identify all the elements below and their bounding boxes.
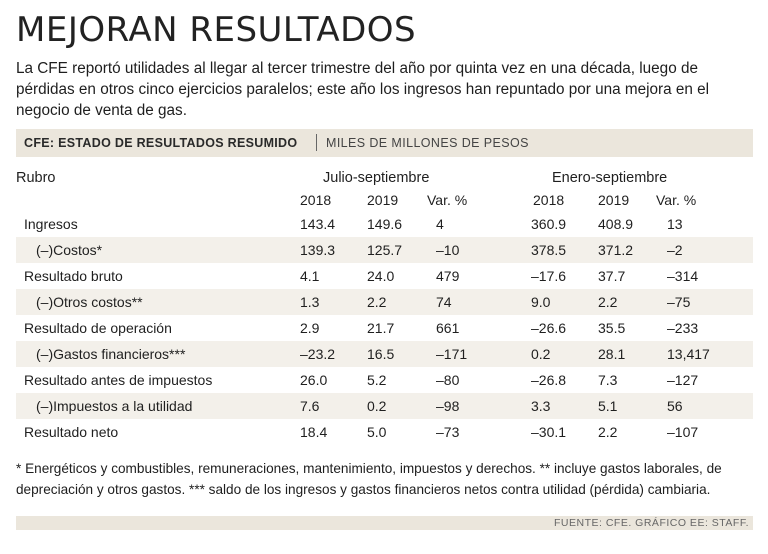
divider — [316, 134, 317, 151]
table-cell: 2.2 — [598, 294, 618, 310]
source-credit: FUENTE: CFE. GRÁFICO EE: STAFF. — [554, 517, 749, 529]
table-cell: –314 — [667, 268, 699, 284]
table-cell: 2.2 — [367, 294, 387, 310]
table-title: CFE: ESTADO DE RESULTADOS RESUMIDO — [24, 136, 298, 150]
table-cell: 35.5 — [598, 320, 626, 336]
row-label: Resultado bruto — [24, 268, 123, 284]
table-cell: 3.3 — [531, 398, 551, 414]
table-row: Resultado neto 18.4 5.0 –73 –30.1 2.2 –107 — [16, 419, 753, 445]
column-header-year: 2019 — [367, 192, 399, 208]
table-cell: –80 — [436, 372, 460, 388]
table-cell: 13,417 — [667, 346, 710, 362]
table-cell: 408.9 — [598, 216, 634, 232]
table-cell: 9.0 — [531, 294, 551, 310]
row-label: (–)Gastos financieros*** — [36, 346, 186, 362]
table-cell: 28.1 — [598, 346, 626, 362]
table-cell: –127 — [667, 372, 699, 388]
column-header-year: 2018 — [300, 192, 332, 208]
table-cell: 2.9 — [300, 320, 320, 336]
table-row: (–)Gastos financieros*** –23.2 16.5 –171 0.2… — [16, 341, 753, 367]
table-cell: 1.3 — [300, 294, 320, 310]
table-cell: –171 — [436, 346, 468, 362]
table-cell: 143.4 — [300, 216, 336, 232]
table-cell: –23.2 — [300, 346, 336, 362]
column-group-julio-septiembre: Julio-septiembre — [323, 170, 430, 186]
table-cell: –17.6 — [531, 268, 567, 284]
source-bar: FUENTE: CFE. GRÁFICO EE: STAFF. — [16, 516, 753, 530]
table-cell: –10 — [436, 242, 460, 258]
row-label: (–)Costos* — [36, 242, 103, 258]
table-cell: –30.1 — [531, 424, 567, 440]
table-cell: 4.1 — [300, 268, 320, 284]
table-cell: 26.0 — [300, 372, 328, 388]
table-cell: –107 — [667, 424, 699, 440]
table-row: (–)Otros costos** 1.3 2.2 74 9.0 2.2 –75 — [16, 289, 753, 315]
results-table: Ingresos 143.4 149.6 4 360.9 408.9 13 (–)Costos… — [16, 211, 753, 445]
table-cell: 56 — [667, 398, 683, 414]
table-cell: 5.0 — [367, 424, 387, 440]
row-label: Resultado de operación — [24, 320, 172, 336]
table-cell: 378.5 — [531, 242, 567, 258]
table-cell: –73 — [436, 424, 460, 440]
table-row: (–)Impuestos a la utilidad 7.6 0.2 –98 3.3 5.… — [16, 393, 753, 419]
table-unit: MILES DE MILLONES DE PESOS — [326, 136, 529, 150]
table-row: Resultado bruto 4.1 24.0 479 –17.6 37.7 –314 — [16, 263, 753, 289]
table-row: Ingresos 143.4 149.6 4 360.9 408.9 13 — [16, 211, 753, 237]
row-label: Ingresos — [24, 216, 78, 232]
table-cell: –233 — [667, 320, 699, 336]
column-group-enero-septiembre: Enero-septiembre — [552, 170, 668, 186]
column-header-rubro: Rubro — [16, 170, 56, 186]
table-row: Resultado de operación 2.9 21.7 661 –26.6 35.… — [16, 315, 753, 341]
row-label: (–)Impuestos a la utilidad — [36, 398, 193, 414]
table-cell: –75 — [667, 294, 691, 310]
table-cell: –26.6 — [531, 320, 567, 336]
table-row: Resultado antes de impuestos 26.0 5.2 –80 –2… — [16, 367, 753, 393]
table-cell: 5.1 — [598, 398, 618, 414]
row-label: (–)Otros costos** — [36, 294, 143, 310]
table-cell: 2.2 — [598, 424, 618, 440]
table-cell: 661 — [436, 320, 460, 336]
row-label: Resultado antes de impuestos — [24, 372, 213, 388]
table-cell: 7.6 — [300, 398, 320, 414]
column-header-var: Var. % — [656, 192, 697, 208]
table-cell: 139.3 — [300, 242, 336, 258]
table-row: (–)Costos* 139.3 125.7 –10 378.5 371.2 –2 — [16, 237, 753, 263]
table-cell: 18.4 — [300, 424, 328, 440]
table-cell: 74 — [436, 294, 452, 310]
table-cell: –2 — [667, 242, 683, 258]
table-cell: 0.2 — [367, 398, 387, 414]
table-cell: 5.2 — [367, 372, 387, 388]
column-header-year: 2019 — [598, 192, 630, 208]
column-header-year: 2018 — [533, 192, 565, 208]
table-cell: 13 — [667, 216, 683, 232]
page-title: MEJORAN RESULTADOS — [16, 10, 417, 50]
table-cell: 360.9 — [531, 216, 567, 232]
table-cell: 479 — [436, 268, 460, 284]
row-label: Resultado neto — [24, 424, 119, 440]
table-cell: 0.2 — [531, 346, 551, 362]
table-header-bar: CFE: ESTADO DE RESULTADOS RESUMIDO MILES… — [16, 129, 753, 157]
table-cell: 4 — [436, 216, 444, 232]
table-cell: –26.8 — [531, 372, 567, 388]
table-cell: –98 — [436, 398, 460, 414]
table-cell: 21.7 — [367, 320, 395, 336]
table-cell: 24.0 — [367, 268, 395, 284]
table-cell: 125.7 — [367, 242, 403, 258]
table-cell: 16.5 — [367, 346, 395, 362]
table-cell: 37.7 — [598, 268, 626, 284]
table-cell: 149.6 — [367, 216, 403, 232]
intro-text: La CFE reportó utilidades al llegar al t… — [16, 60, 710, 119]
table-cell: 371.2 — [598, 242, 634, 258]
footnote: * Energéticos y combustibles, remuneraci… — [16, 461, 722, 497]
column-header-var: Var. % — [427, 192, 468, 208]
table-cell: 7.3 — [598, 372, 618, 388]
